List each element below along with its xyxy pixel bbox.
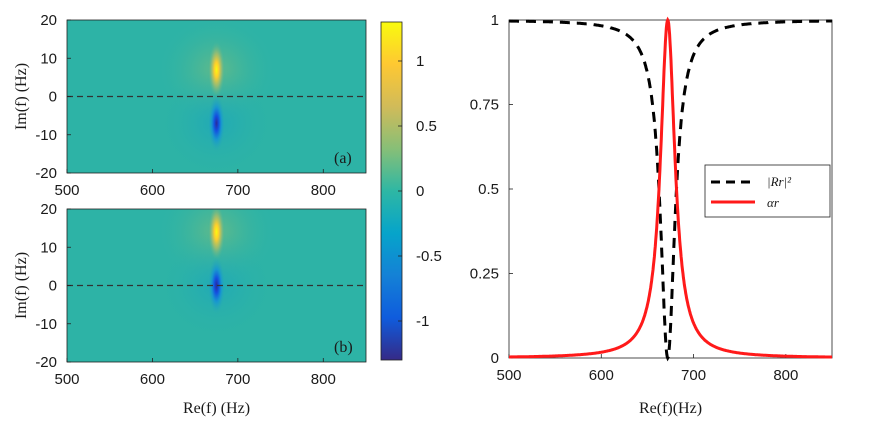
y-tick-label-a: -10 bbox=[35, 127, 57, 144]
colorbar-tick-label: -0.5 bbox=[416, 248, 442, 265]
colorbar-tick-label: -1 bbox=[416, 313, 429, 330]
x-tick-label-a: 700 bbox=[225, 182, 250, 199]
y-axis-label-b: Im(f) (Hz) bbox=[13, 252, 30, 319]
y-tick-label-a: -20 bbox=[35, 165, 57, 182]
panel-label-b: (b) bbox=[334, 339, 353, 356]
x-tick-label-right: 800 bbox=[773, 367, 798, 384]
x-tick-label-right: 500 bbox=[496, 367, 521, 384]
colorbar-tick-label: 0 bbox=[416, 183, 424, 200]
panel-label-a: (a) bbox=[334, 150, 352, 167]
x-tick-label-right: 600 bbox=[589, 367, 614, 384]
x-tick-label-right: 700 bbox=[681, 367, 706, 384]
y-tick-label-right: 0 bbox=[491, 350, 499, 367]
x-tick-label-a: 600 bbox=[140, 182, 165, 199]
y-tick-label-a: 20 bbox=[40, 12, 57, 29]
colorbar-tick-label: 0.5 bbox=[416, 118, 437, 135]
series-line-alpha bbox=[509, 16, 832, 359]
y-tick-label-right: 0.25 bbox=[470, 266, 499, 283]
series-line-R bbox=[509, 19, 832, 362]
x-axis-label-b: Re(f) (Hz) bbox=[183, 400, 250, 417]
y-tick-label-b: 20 bbox=[40, 201, 57, 218]
x-axis-label-right: Re(f)(Hz) bbox=[639, 400, 702, 417]
x-tick-label-a: 500 bbox=[54, 182, 79, 199]
zero-hotspot-b bbox=[207, 255, 226, 316]
x-tick-label-a: 800 bbox=[311, 182, 336, 199]
y-tick-label-b: -20 bbox=[35, 354, 57, 371]
x-tick-label-b: 600 bbox=[140, 371, 165, 388]
pole-hotspot-b bbox=[207, 209, 226, 262]
y-tick-label-a: 0 bbox=[49, 89, 57, 106]
legend-label-R: |Rr|² bbox=[767, 174, 792, 189]
y-axis-label-a: Im(f) (Hz) bbox=[13, 63, 30, 130]
legend-label-alpha: αr bbox=[767, 195, 780, 210]
y-tick-label-right: 0.75 bbox=[470, 97, 499, 114]
zero-hotspot-a bbox=[207, 93, 226, 154]
legend-box bbox=[704, 164, 831, 218]
colorbar: 1 0.5 0 -0.5 -1 bbox=[380, 21, 442, 361]
panel-a: (a) 20 10 0 -10 -20 500 600 700 800 bbox=[35, 12, 367, 199]
x-tick-label-b: 800 bbox=[311, 371, 336, 388]
y-tick-label-b: -10 bbox=[35, 316, 57, 333]
y-tick-label-right: 1 bbox=[491, 12, 499, 29]
y-tick-label-right: 0.5 bbox=[478, 181, 499, 198]
colorbar-tick-label: 1 bbox=[416, 53, 424, 70]
x-tick-label-b: 500 bbox=[54, 371, 79, 388]
x-tick-label-b: 700 bbox=[225, 371, 250, 388]
y-tick-label-b: 10 bbox=[40, 239, 57, 256]
pole-hotspot-a bbox=[207, 39, 226, 100]
panel-b: (b) 20 10 0 -10 -20 500 600 700 800 bbox=[35, 201, 367, 388]
y-tick-label-b: 0 bbox=[49, 278, 57, 295]
y-tick-label-a: 10 bbox=[40, 50, 57, 67]
legend: |Rr|² αr bbox=[704, 164, 831, 218]
